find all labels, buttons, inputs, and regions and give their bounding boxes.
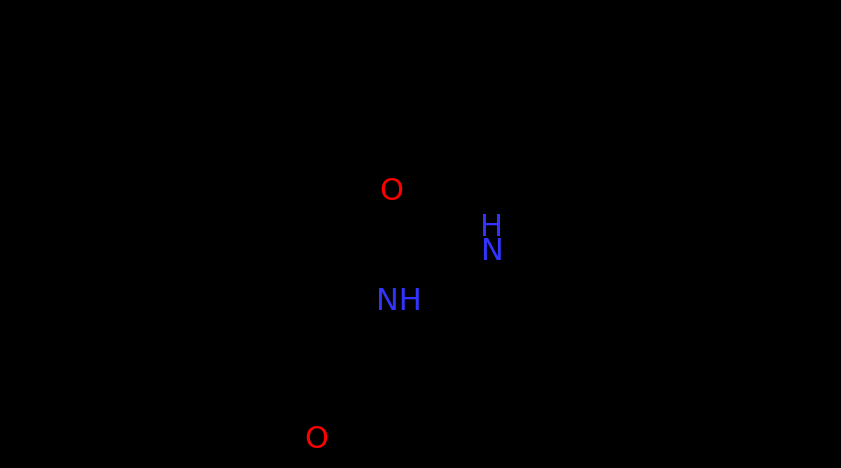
Text: O: O <box>304 425 328 454</box>
Text: N: N <box>480 237 504 266</box>
Text: H: H <box>480 213 504 242</box>
Text: O: O <box>378 177 403 206</box>
Text: NH: NH <box>376 287 421 316</box>
